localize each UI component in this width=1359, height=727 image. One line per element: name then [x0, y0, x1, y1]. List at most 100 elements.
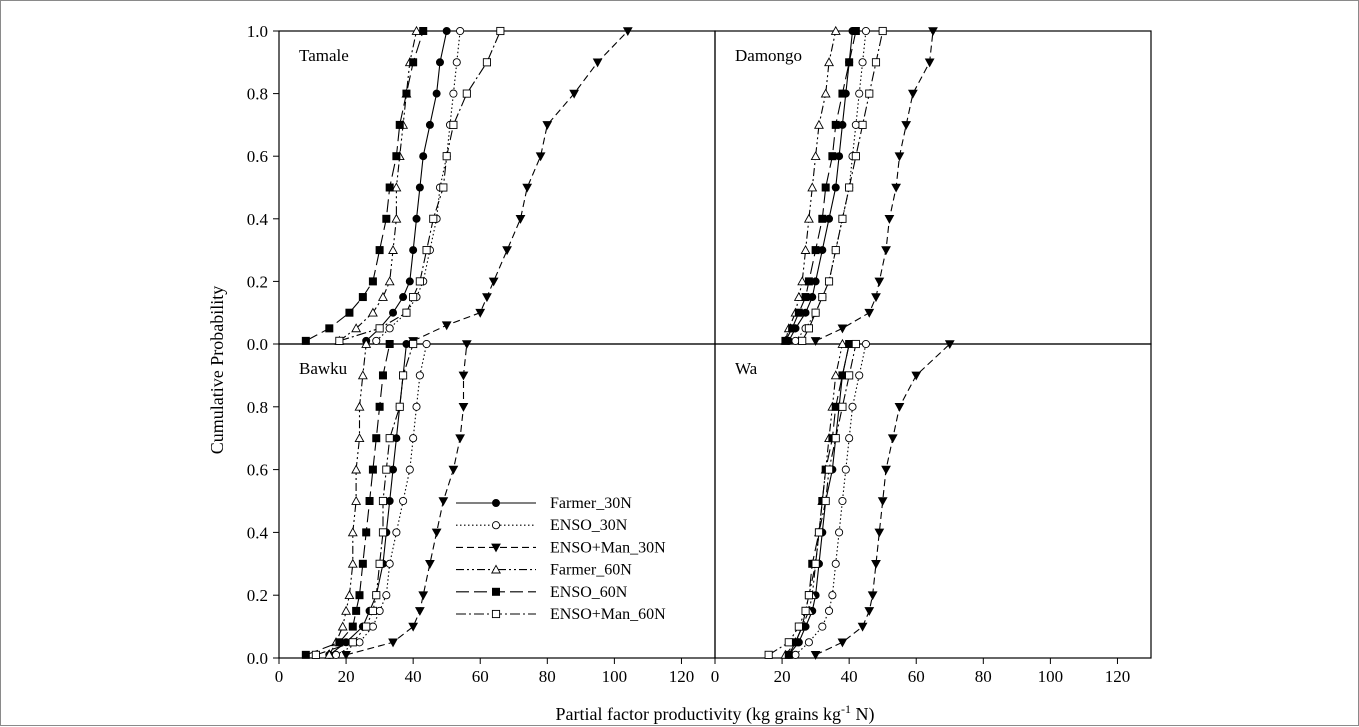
data-point-enso-man-60n: [831, 246, 840, 255]
data-point-enso-man-60n: [814, 528, 824, 537]
data-point-farmer-60n: [354, 401, 365, 411]
series-line-farmer-60n: [328, 343, 367, 656]
data-point-enso-60n: [375, 246, 384, 255]
data-point-farmer-30n: [402, 339, 411, 348]
series-line-farmer-30n: [365, 30, 448, 342]
data-point-farmer-60n: [354, 433, 365, 443]
data-point-enso-30n: [382, 591, 391, 600]
data-point-enso-man-30n: [458, 402, 469, 412]
data-point-enso-man-60n: [811, 308, 820, 317]
data-point-enso-30n: [368, 622, 377, 631]
data-point-enso-30n: [399, 496, 408, 506]
panel-title-wa: Wa: [735, 359, 758, 378]
data-point-enso-man-60n: [409, 339, 418, 349]
data-point-enso-man-60n: [821, 496, 830, 506]
data-point-enso-man-60n: [764, 650, 773, 659]
data-point-enso-60n: [335, 638, 344, 647]
data-point-enso-man-30n: [408, 622, 419, 632]
data-point-enso-30n: [791, 650, 800, 659]
data-point-enso-man-30n: [488, 277, 499, 287]
data-point-farmer-30n: [415, 183, 424, 192]
x-tick-label: 100: [602, 667, 628, 686]
data-point-enso-man-60n: [402, 308, 411, 317]
data-point-enso-man-60n: [845, 183, 854, 192]
y-axis-title: Cumulative Probability: [207, 286, 227, 455]
data-point-farmer-30n: [409, 246, 418, 255]
x-tick-label: 80: [539, 667, 556, 686]
legend-label: ENSO+Man_30N: [550, 539, 666, 556]
data-point-enso-man-60n: [399, 371, 408, 380]
data-point-enso-30n: [452, 58, 461, 67]
data-point-enso-man-30n: [448, 465, 459, 475]
data-point-farmer-30n: [831, 183, 840, 192]
data-point-farmer-60n: [341, 605, 352, 615]
data-point-enso-60n: [365, 496, 374, 505]
data-point-farmer-60n: [351, 495, 362, 505]
x-tick-label: 40: [841, 667, 858, 686]
legend-label: ENSO_60N: [550, 584, 628, 601]
data-point-enso-man-30n: [569, 89, 580, 99]
legend-marker: [491, 587, 500, 596]
data-point-enso-60n: [395, 120, 404, 129]
data-point-enso-man-60n: [824, 277, 834, 286]
data-point-enso-man-60n: [804, 591, 813, 600]
data-point-enso-60n: [325, 324, 334, 333]
data-point-enso-man-30n: [837, 638, 848, 648]
data-point-enso-man-30n: [425, 560, 435, 569]
data-point-enso-man-30n: [911, 371, 922, 381]
data-point-enso-man-60n: [801, 606, 810, 615]
x-tick-label: 0: [275, 667, 284, 686]
legend-label: Farmer_60N: [550, 562, 632, 579]
x-tick-label: 0: [711, 667, 720, 686]
data-point-enso-60n: [382, 214, 391, 223]
data-point-enso-man-30n: [388, 638, 398, 648]
data-point-farmer-60n: [351, 464, 362, 474]
data-point-enso-man-30n: [810, 337, 821, 346]
x-axis-title: Partial factor productivity (kg grains k…: [556, 702, 875, 725]
data-point-enso-man-60n: [449, 120, 458, 129]
data-point-farmer-30n: [811, 277, 820, 286]
data-point-enso-30n: [422, 339, 431, 349]
data-point-enso-30n: [449, 89, 458, 98]
data-point-enso-30n: [828, 591, 837, 600]
data-point-enso-man-30n: [455, 434, 465, 444]
data-point-enso-man-30n: [414, 607, 425, 616]
data-point-enso-30n: [355, 638, 364, 647]
data-point-enso-man-60n: [385, 434, 394, 443]
data-point-enso-60n: [828, 152, 837, 161]
data-point-enso-man-30n: [881, 465, 891, 475]
data-point-enso-man-60n: [311, 650, 320, 659]
data-point-enso-30n: [392, 528, 401, 537]
series-line-enso-man-60n: [315, 343, 414, 656]
data-point-enso-man-60n: [442, 152, 451, 161]
data-point-enso-man-60n: [375, 324, 384, 333]
data-point-enso-man-60n: [378, 528, 388, 537]
data-point-farmer-60n: [797, 276, 808, 286]
legend-marker: [491, 609, 501, 619]
data-point-enso-man-30n: [891, 183, 901, 193]
data-point-enso-man-60n: [838, 402, 847, 411]
data-point-enso-man-60n: [858, 120, 867, 129]
x-tick-label: 60: [472, 667, 489, 686]
data-point-enso-30n: [861, 339, 870, 349]
data-point-farmer-60n: [820, 88, 831, 98]
data-point-enso-30n: [791, 336, 800, 345]
data-point-enso-60n: [402, 89, 411, 98]
panel-frame-wa: [714, 343, 1152, 659]
data-point-enso-60n: [781, 336, 790, 345]
data-point-enso-60n: [831, 120, 840, 129]
y-tick-label: 0.6: [247, 461, 268, 480]
data-point-farmer-30n: [835, 152, 844, 161]
data-point-enso-man-60n: [865, 89, 874, 98]
data-point-enso-man-30n: [438, 497, 449, 507]
data-point-farmer-60n: [337, 621, 348, 631]
data-point-farmer-30n: [801, 308, 810, 317]
data-point-farmer-60n: [814, 119, 824, 129]
data-point-enso-30n: [804, 638, 813, 647]
data-point-enso-man-60n: [368, 606, 377, 615]
data-point-farmer-60n: [830, 25, 841, 35]
data-point-enso-man-60n: [496, 26, 505, 36]
data-point-enso-60n: [811, 246, 820, 255]
data-point-farmer-60n: [824, 57, 834, 67]
data-point-enso-30n: [855, 89, 864, 98]
